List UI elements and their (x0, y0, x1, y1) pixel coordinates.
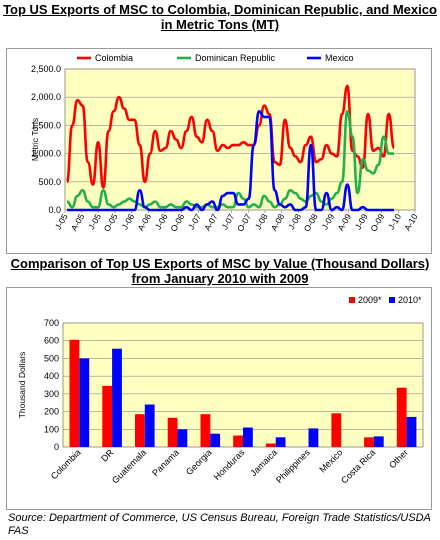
x-tick-label: DR (99, 447, 116, 464)
plot-area (62, 322, 424, 448)
bar-2009-other (396, 387, 407, 447)
bar-2009-honduras (233, 435, 243, 447)
x-tick-label: Panama (150, 447, 181, 478)
bar-2010-honduras (243, 427, 253, 447)
x-tick-label: Other (387, 447, 410, 470)
source-note: Source: Department of Commerce, US Censu… (8, 512, 431, 537)
bar-2009-jamaica (265, 443, 276, 447)
bar-2009-dr (102, 385, 113, 447)
x-tick-label: Costa Rica (339, 447, 377, 485)
bar-2010-georgia (210, 433, 221, 447)
chart-2-title: Comparison of Top US Exports of MSC by V… (10, 256, 430, 286)
plot-area (64, 68, 416, 211)
bar-2009-colombia (69, 339, 80, 447)
x-tick-label: J-08 (253, 212, 270, 232)
bar-2009-panama (167, 417, 178, 447)
legend-swatch (349, 297, 355, 303)
legend-label: Mexico (325, 53, 354, 63)
bar-2010-colombia (79, 358, 90, 447)
bar-chart: 0 100 200 300 400 500 600 700 Thousand Dollars Co… (17, 295, 424, 486)
x-tick-label: Mexico (317, 447, 344, 474)
x-tick-label: O-07 (235, 212, 253, 234)
series-line-dominican-republic (66, 110, 394, 209)
bar-2010-other (406, 416, 417, 447)
x-tick-label: A-07 (202, 212, 220, 233)
x-tick-label: J-06 (119, 212, 136, 232)
x-tick-label: A-09 (335, 212, 353, 233)
bar-2010-philippines (308, 428, 319, 447)
series-line-mexico (67, 110, 394, 212)
x-tick-label: J-07 (186, 212, 203, 232)
y-tick-label: 1,500.0 (31, 120, 61, 130)
y-tick-label: 2,000.0 (31, 92, 61, 102)
legend-label: 2009* (358, 295, 382, 305)
chart-1-title: Top US Exports of MSC to Colombia, Domin… (3, 2, 437, 32)
bar-2010-costa-rica (373, 436, 384, 447)
x-tick-label: O-05 (102, 212, 120, 234)
x-tick-label: A-10 (402, 212, 420, 233)
x-tick-label: Colombia (49, 447, 83, 481)
x-tick-label: Honduras (212, 447, 247, 482)
x-tick-label: O-08 (302, 212, 320, 234)
bar-chart-panel: 0 100 200 300 400 500 600 700 Thousand Dollars Co… (6, 287, 432, 510)
bar-2010-dr (112, 348, 122, 447)
legend-label: 2010* (398, 295, 422, 305)
bar-2010-panama (177, 429, 188, 447)
y-tick-label: 700 (44, 318, 59, 328)
y-tick-label: 500 (44, 353, 59, 363)
y-tick-label: 600 (44, 336, 59, 346)
x-tick-label: J-09 (319, 212, 336, 232)
x-tick-label: Jamaica (248, 447, 279, 478)
y-tick-label: 0.0 (48, 205, 61, 215)
x-tick-label: A-05 (69, 212, 87, 233)
y-tick-label: 200 (44, 407, 59, 417)
bar-2010-jamaica (275, 437, 286, 447)
x-tick-label: Guatemala (110, 447, 148, 485)
line-chart-panel: 0.0 500.0 1,000.0 1,500.0 2,000.0 2,500.0 Metr… (6, 48, 432, 254)
line-chart: 0.0 500.0 1,000.0 1,500.0 2,000.0 2,500.0 Metr… (30, 53, 420, 234)
y-tick-label: 1,000.0 (31, 149, 61, 159)
x-tick-label: J-10 (386, 212, 403, 232)
x-tick-label: Georgia (184, 447, 214, 477)
x-tick-label: A-06 (135, 212, 153, 233)
y-axis-label: Metric Tons (30, 118, 40, 161)
series-line-colombia (65, 84, 396, 189)
x-tick-label: O-09 (368, 212, 386, 234)
y-tick-label: 400 (44, 371, 59, 381)
y-tick-label: 2,500.0 (31, 64, 61, 74)
bar-2009-georgia (200, 414, 211, 447)
bar-2009-costa-rica (364, 437, 374, 447)
legend-label: Colombia (95, 53, 133, 63)
y-tick-label: 500.0 (38, 177, 61, 187)
y-tick-label: 100 (44, 424, 59, 434)
x-tick-label: O-06 (168, 212, 186, 234)
x-tick-label: A-08 (269, 212, 287, 233)
bar-2009-mexico (331, 413, 342, 447)
x-tick-label: Philippines (274, 447, 312, 485)
legend-swatch (389, 297, 395, 303)
bar-2009-guatemala (135, 414, 145, 447)
legend-label: Dominican Republic (195, 53, 276, 63)
y-tick-label: 300 (44, 389, 59, 399)
y-axis-label: Thousand Dollars (17, 352, 27, 419)
bar-2010-guatemala (144, 404, 155, 447)
y-tick-label: 0 (54, 442, 59, 452)
